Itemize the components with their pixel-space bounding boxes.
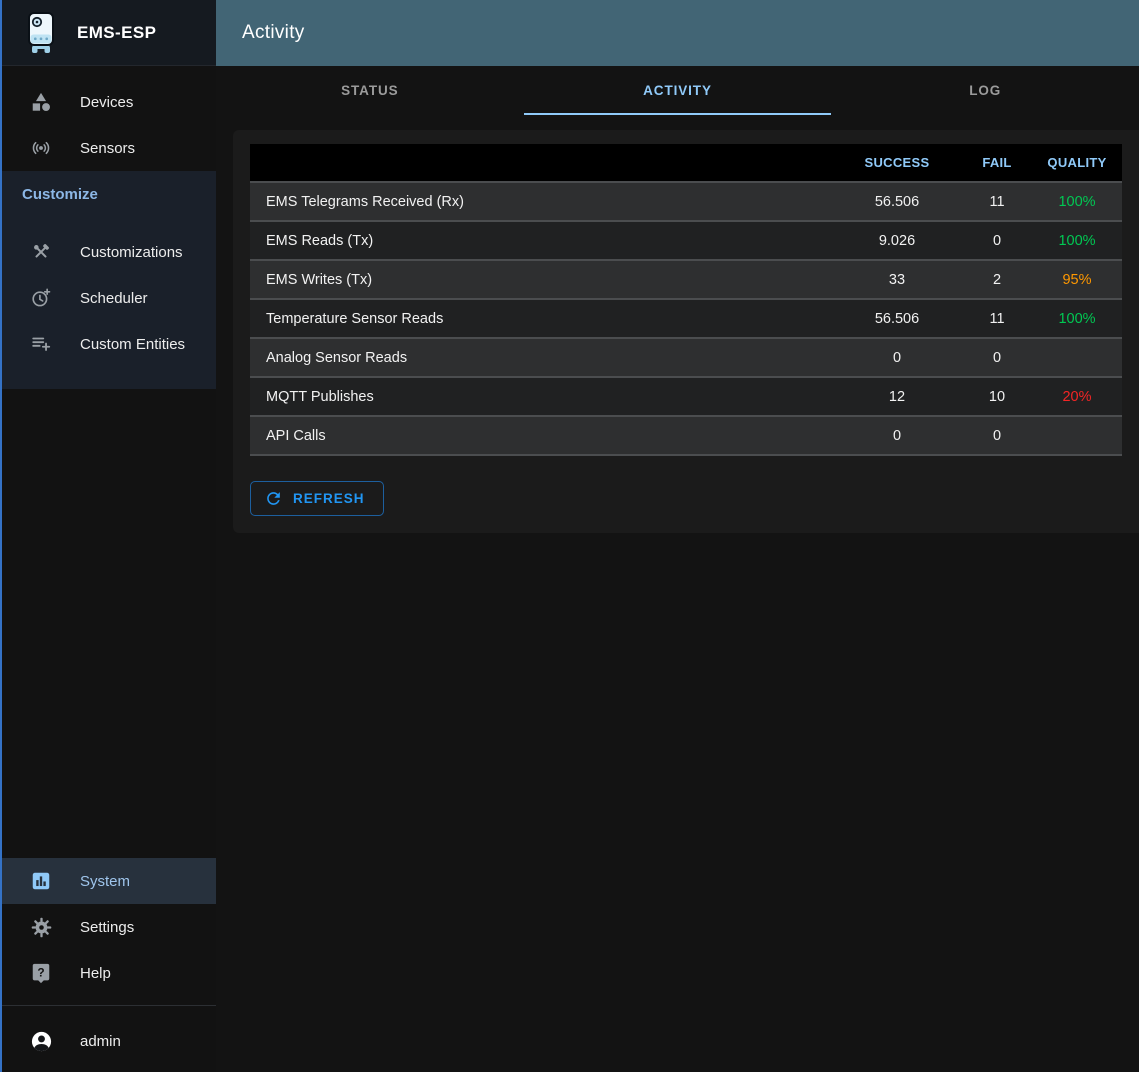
boiler-logo-icon: [24, 11, 58, 55]
sidebar-item-system[interactable]: System: [0, 858, 216, 904]
sidebar-item-label: Devices: [80, 93, 134, 111]
sidebar-item-custom-entities[interactable]: Custom Entities: [0, 321, 216, 367]
row-quality-value: 20%: [1062, 388, 1092, 405]
page-title: Activity: [242, 22, 305, 43]
activity-card: SUCCESS FAIL QUALITY EMS Telegrams Recei…: [233, 130, 1139, 533]
account-circle-icon: [29, 1029, 53, 1053]
row-success-value: 56.506: [874, 310, 920, 327]
row-success-value: 56.506: [874, 193, 920, 210]
construction-icon: [29, 240, 53, 264]
sidebar-item-sensors[interactable]: Sensors: [0, 125, 216, 171]
row-quality-value: 100%: [1058, 193, 1096, 210]
row-quality-value: [1032, 416, 1122, 455]
sidebar-item-label: Scheduler: [80, 289, 148, 307]
sidebar-item-scheduler[interactable]: Scheduler: [0, 275, 216, 321]
sidebar-item-label: System: [80, 872, 131, 890]
row-fail-value: 0: [992, 349, 1002, 366]
table-header-row: SUCCESS FAIL QUALITY: [250, 144, 1122, 182]
left-edge-strip: [0, 0, 2, 1072]
row-quality-value: [1032, 338, 1122, 377]
row-fail-value: 11: [989, 310, 1005, 327]
sensors-icon: [29, 136, 53, 160]
tab-status[interactable]: STATUS: [341, 83, 399, 98]
sidebar-item-label: Settings: [80, 918, 135, 936]
activity-table: SUCCESS FAIL QUALITY EMS Telegrams Recei…: [250, 144, 1122, 456]
table-row: EMS Writes (Tx) 33 2 95%: [250, 260, 1122, 299]
table-row: MQTT Publishes 12 10 20%: [250, 377, 1122, 416]
sidebar-item-admin[interactable]: admin: [0, 1018, 216, 1064]
row-fail-value: 2: [992, 271, 1002, 288]
column-header-blank: [250, 144, 832, 182]
sidebar-user-section: admin: [0, 1005, 216, 1072]
sidebar: EMS-ESP Devices: [0, 0, 216, 1072]
customize-section-title: Customize: [22, 186, 98, 203]
gear-icon: [29, 915, 53, 939]
row-success-value: 0: [892, 427, 902, 444]
sidebar-item-label: Help: [80, 964, 111, 982]
row-fail-value: 10: [988, 388, 1006, 405]
row-success-value: 0: [892, 349, 902, 366]
appbar: Activity: [216, 0, 1139, 66]
main-content: Activity STATUS ACTIVITY LOG SUCCESS FAI…: [216, 0, 1139, 1072]
assessment-icon: [29, 869, 53, 893]
row-success-value: 12: [888, 388, 906, 405]
category-icon: [29, 90, 53, 114]
row-quality-value: 95%: [1062, 271, 1092, 288]
tab-log[interactable]: LOG: [969, 83, 1002, 98]
row-fail-value: 0: [992, 232, 1002, 249]
row-label: Temperature Sensor Reads: [266, 310, 444, 327]
refresh-button-label: REFRESH: [293, 491, 365, 506]
row-quality-value: 100%: [1058, 310, 1096, 327]
tab-bar: STATUS ACTIVITY LOG: [216, 66, 1139, 115]
table-row: Temperature Sensor Reads 56.506 11 100%: [250, 299, 1122, 338]
sidebar-spacer: [0, 389, 216, 858]
table-row: EMS Reads (Tx) 9.026 0 100%: [250, 221, 1122, 260]
sidebar-customize-section: Customize Customizations: [0, 171, 216, 389]
table-row: EMS Telegrams Received (Rx) 56.506 11 10…: [250, 182, 1122, 221]
live-help-icon: ?: [29, 961, 53, 985]
row-label: EMS Reads (Tx): [266, 232, 374, 249]
column-header-fail: FAIL: [982, 155, 1012, 170]
sidebar-bottom-nav: System S: [0, 858, 216, 996]
row-label: EMS Writes (Tx): [266, 271, 373, 288]
table-row: API Calls 0 0: [250, 416, 1122, 455]
sidebar-item-devices[interactable]: Devices: [0, 79, 216, 125]
user-name-label: admin: [80, 1032, 121, 1050]
table-row: Analog Sensor Reads 0 0: [250, 338, 1122, 377]
sidebar-item-label: Custom Entities: [80, 335, 186, 353]
row-success-value: 9.026: [878, 232, 916, 249]
row-label: EMS Telegrams Received (Rx): [266, 193, 464, 210]
row-success-value: 33: [888, 271, 906, 288]
row-fail-value: 11: [989, 193, 1005, 210]
app-title: EMS-ESP: [77, 22, 157, 42]
sidebar-main-nav: Devices Sensors: [0, 66, 216, 171]
svg-text:?: ?: [37, 965, 44, 979]
sidebar-item-customizations[interactable]: Customizations: [0, 229, 216, 275]
tab-activity[interactable]: ACTIVITY: [523, 66, 832, 115]
sidebar-item-settings[interactable]: Settings: [0, 904, 216, 950]
sidebar-item-label: Sensors: [80, 139, 136, 157]
row-fail-value: 0: [992, 427, 1002, 444]
column-header-success: SUCCESS: [864, 155, 930, 170]
playlist-add-icon: [29, 332, 53, 356]
row-label: API Calls: [266, 427, 326, 444]
row-label: MQTT Publishes: [266, 388, 374, 405]
sidebar-item-help[interactable]: ? Help: [0, 950, 216, 996]
row-label: Analog Sensor Reads: [266, 349, 408, 366]
sidebar-header: EMS-ESP: [0, 0, 216, 66]
more-time-icon: [29, 286, 53, 310]
refresh-button[interactable]: REFRESH: [250, 481, 384, 516]
row-quality-value: 100%: [1058, 232, 1096, 249]
column-header-quality: QUALITY: [1047, 155, 1107, 170]
refresh-icon: [264, 489, 283, 508]
sidebar-item-label: Customizations: [80, 243, 183, 261]
